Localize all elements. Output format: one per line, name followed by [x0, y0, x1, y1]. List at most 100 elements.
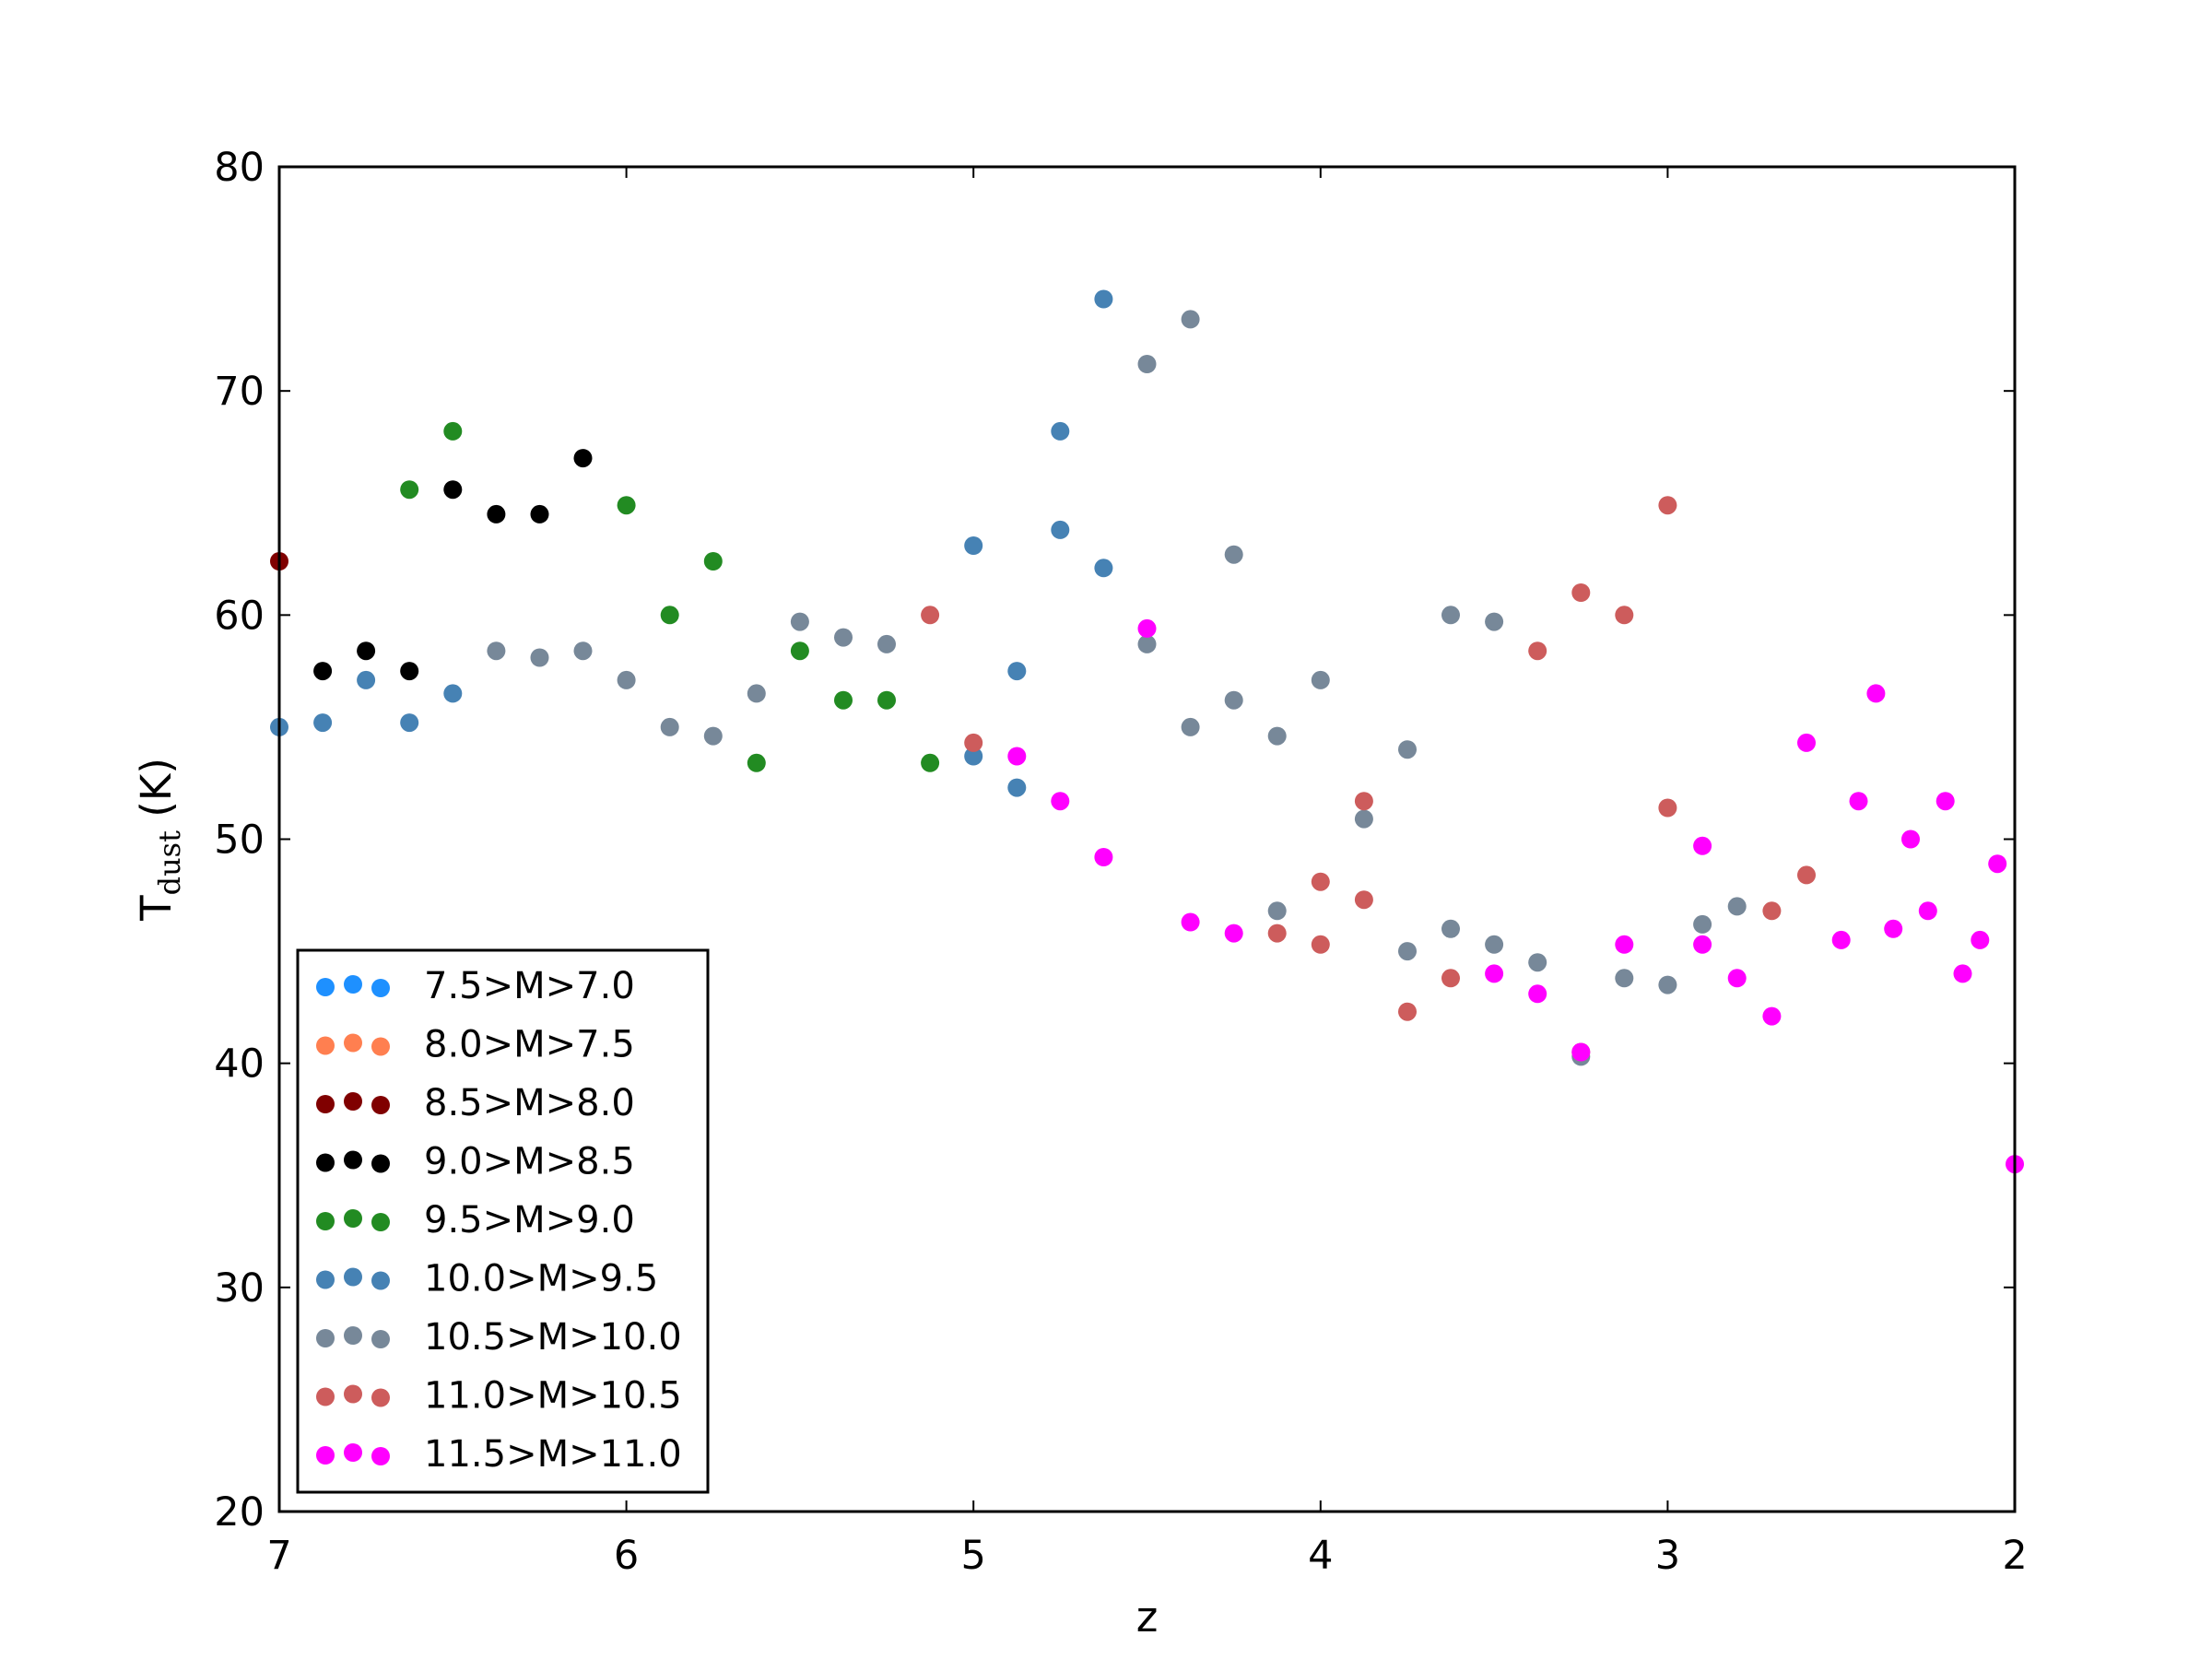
legend-marker	[316, 1153, 335, 1172]
data-point	[1224, 690, 1243, 710]
legend-marker	[316, 1095, 335, 1113]
legend-box	[296, 948, 710, 1494]
data-point	[1658, 496, 1677, 515]
legend-marker	[344, 1150, 362, 1170]
y-axis-label: Tdust (K)	[132, 758, 187, 922]
data-point	[1007, 662, 1027, 681]
data-point	[1762, 901, 1782, 921]
data-point	[660, 606, 679, 625]
data-point	[1971, 930, 1990, 949]
legend-item: 11.5>M>11.0	[316, 1433, 682, 1476]
legend-marker	[316, 1036, 335, 1055]
legend-label: 10.0>M>9.5	[424, 1258, 658, 1300]
data-point	[617, 496, 636, 515]
data-point	[1693, 935, 1712, 954]
data-point	[1137, 355, 1157, 373]
data-point	[1267, 726, 1287, 746]
legend: 7.5>M>7.0 8.0>M>7.5 8.5>M>8.0 9.0>M>8.5 9.5>…	[296, 948, 710, 1494]
data-point	[1571, 583, 1591, 602]
y-axis-label-unit: (K)	[132, 758, 181, 830]
legend-item: 10.0>M>9.5	[316, 1258, 658, 1300]
data-point	[1051, 421, 1070, 441]
data-point	[1615, 969, 1634, 988]
data-point	[1311, 670, 1330, 689]
data-point	[1797, 733, 1816, 752]
y-tick-label: 40	[214, 1041, 265, 1088]
data-point	[1354, 890, 1373, 910]
data-point	[1658, 798, 1677, 818]
data-point	[1224, 545, 1243, 564]
y-tick-label: 50	[214, 818, 265, 864]
data-point	[1398, 1002, 1417, 1021]
y-tick-label: 80	[214, 145, 265, 191]
legend-marker	[316, 1387, 335, 1406]
legend-marker	[344, 1384, 362, 1404]
data-point	[1094, 559, 1113, 578]
y-tick-label: 70	[214, 369, 265, 415]
legend-item: 9.0>M>8.5	[316, 1141, 635, 1183]
legend-marker	[316, 1329, 335, 1347]
legend-label: 9.0>M>8.5	[424, 1141, 635, 1183]
data-point	[1693, 836, 1712, 855]
data-point	[400, 713, 419, 733]
y-axis-label-subscript: dust	[152, 830, 187, 896]
legend-marker	[344, 1267, 362, 1287]
data-point	[357, 670, 376, 689]
legend-marker	[371, 1037, 390, 1056]
legend-label: 8.0>M>7.5	[424, 1024, 635, 1066]
x-tick-label: 3	[1655, 1533, 1680, 1579]
data-point	[1918, 901, 1937, 921]
data-point	[1051, 520, 1070, 539]
legend-marker	[344, 1443, 362, 1462]
y-axis-label-main: T	[132, 895, 181, 922]
data-point	[313, 713, 333, 733]
data-point	[313, 662, 333, 681]
data-point	[1354, 809, 1373, 829]
legend-marker	[371, 979, 390, 997]
data-point	[964, 747, 983, 766]
data-point	[1571, 1042, 1591, 1062]
legend-item: 11.0>M>10.5	[316, 1375, 682, 1418]
legend-marker	[344, 1209, 362, 1228]
legend-marker	[316, 978, 335, 996]
data-point	[1528, 953, 1547, 972]
data-point	[573, 641, 593, 661]
legend-marker	[344, 1033, 362, 1053]
data-point	[877, 690, 896, 710]
data-point	[617, 670, 636, 689]
legend-label: 10.5>M>10.0	[424, 1316, 682, 1359]
data-point	[1354, 792, 1373, 811]
data-point	[1181, 912, 1200, 932]
x-axis-label: z	[1136, 1593, 1159, 1641]
x-tick-label: 7	[266, 1533, 291, 1579]
data-point	[1528, 984, 1547, 1004]
data-point	[1311, 872, 1330, 891]
data-point	[1007, 747, 1027, 766]
legend-label: 9.5>M>9.0	[424, 1199, 635, 1241]
data-point	[1441, 606, 1460, 625]
data-point	[1658, 975, 1677, 994]
data-point	[443, 480, 463, 500]
data-point	[1849, 792, 1868, 811]
data-point	[834, 628, 853, 647]
data-point	[530, 648, 549, 667]
data-point	[747, 753, 766, 772]
legend-marker	[344, 975, 362, 994]
data-point	[1762, 1006, 1782, 1026]
data-point	[703, 552, 723, 571]
legend-label: 11.5>M>11.0	[424, 1433, 682, 1476]
data-point	[400, 662, 419, 681]
data-point	[1441, 969, 1460, 988]
data-point	[1831, 930, 1851, 949]
data-point	[1866, 684, 1886, 703]
data-point	[1953, 964, 1972, 983]
legend-entries: 7.5>M>7.0 8.0>M>7.5 8.5>M>8.0 9.0>M>8.5 9.5>…	[316, 965, 682, 1476]
x-tick-label: 2	[2002, 1533, 2027, 1579]
data-point	[1936, 792, 1955, 811]
data-point	[1267, 901, 1287, 921]
legend-label: 11.0>M>10.5	[424, 1375, 682, 1418]
legend-item: 8.5>M>8.0	[316, 1082, 635, 1124]
legend-marker	[371, 1447, 390, 1465]
data-point	[790, 612, 809, 631]
